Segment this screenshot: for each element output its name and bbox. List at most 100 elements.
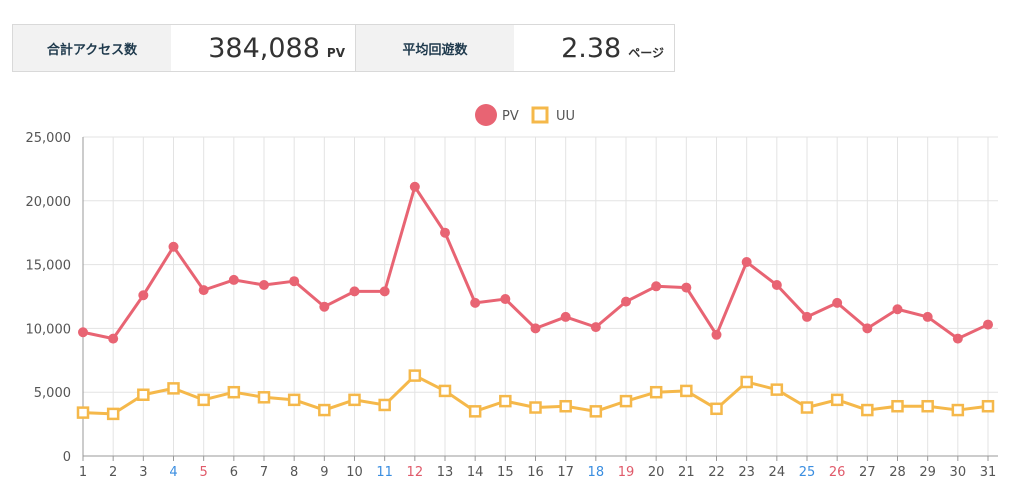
total-access-label: 合計アクセス数 <box>13 25 171 71</box>
legend-uu-label: UU <box>556 109 575 124</box>
data-point-pv <box>922 311 933 322</box>
x-tick-label: 25 <box>799 465 816 480</box>
data-point-pv <box>500 294 511 305</box>
data-point-pv <box>771 280 782 291</box>
data-point-pv <box>138 290 149 301</box>
x-tick-label: 16 <box>527 465 544 480</box>
data-point-pv <box>198 285 209 296</box>
data-point-pv <box>530 323 541 334</box>
legend-pv-marker <box>475 104 497 126</box>
data-point-pv <box>108 333 119 344</box>
data-point-uu <box>891 399 904 413</box>
data-point-uu <box>680 384 693 398</box>
data-point-uu <box>318 403 331 417</box>
x-tick-label: 2 <box>109 465 117 480</box>
x-tick-label: 3 <box>139 465 147 480</box>
x-tick-label: 9 <box>320 465 328 480</box>
data-point-pv <box>862 323 873 334</box>
data-point-pv <box>560 311 571 322</box>
x-tick-label: 6 <box>230 465 238 480</box>
data-point-pv <box>802 311 812 322</box>
data-point-uu <box>287 393 301 407</box>
data-point-uu <box>861 403 874 417</box>
x-tick-label: 15 <box>497 465 514 480</box>
data-point-uu <box>499 394 512 408</box>
x-tick-label: 12 <box>407 465 424 480</box>
data-point-uu <box>76 406 90 419</box>
data-point-pv <box>892 304 903 315</box>
data-point-uu <box>740 375 753 389</box>
data-point-uu <box>589 405 603 418</box>
data-point-uu <box>951 403 965 417</box>
data-point-pv <box>379 286 390 297</box>
y-tick-label: 25,000 <box>26 131 72 146</box>
y-tick-label: 20,000 <box>26 195 72 210</box>
x-tick-label: 5 <box>200 465 208 480</box>
data-point-uu <box>649 385 663 399</box>
data-point-pv <box>349 286 360 297</box>
x-tick-label: 8 <box>290 465 298 480</box>
avg-pages-value-box: 2.38 ページ <box>514 25 674 71</box>
x-tick-label: 11 <box>376 465 393 480</box>
x-tick-label: 18 <box>588 465 605 480</box>
data-point-uu <box>710 402 723 416</box>
data-point-uu <box>348 393 361 407</box>
x-tick-label: 4 <box>169 465 177 480</box>
x-tick-label: 13 <box>437 465 454 480</box>
data-point-uu <box>468 405 482 418</box>
x-tick-label: 23 <box>738 465 755 480</box>
data-point-pv <box>832 297 843 308</box>
x-tick-label: 21 <box>678 465 695 480</box>
x-tick-label: 19 <box>618 465 635 480</box>
stat-divider <box>355 25 356 71</box>
data-point-pv <box>741 257 752 268</box>
data-point-pv <box>983 319 993 330</box>
x-tick-label: 31 <box>980 465 997 480</box>
data-point-uu <box>167 382 180 395</box>
data-point-pv <box>319 301 330 312</box>
data-point-uu <box>529 401 542 414</box>
data-point-uu <box>981 399 995 413</box>
data-point-pv <box>952 333 963 344</box>
x-tick-label: 20 <box>648 465 665 480</box>
data-point-uu <box>770 383 784 396</box>
data-point-uu <box>921 399 934 413</box>
data-point-uu <box>559 399 572 413</box>
avg-pages-label: 平均回遊数 <box>356 25 514 71</box>
data-point-uu <box>378 398 391 412</box>
avg-pages-value: 2.38 <box>561 32 622 64</box>
data-point-pv <box>651 281 662 292</box>
data-point-uu <box>619 394 633 408</box>
summary-stats: 合計アクセス数 384,088 PV 平均回遊数 2.38 ページ <box>12 24 675 72</box>
data-point-uu <box>800 401 814 414</box>
total-access-unit: PV <box>326 45 345 60</box>
y-tick-label: 10,000 <box>26 322 72 337</box>
data-point-pv <box>259 280 269 291</box>
total-access-value: 384,088 <box>208 32 320 64</box>
data-point-pv <box>289 276 300 287</box>
data-point-uu <box>106 407 120 421</box>
x-tick-label: 22 <box>708 465 725 480</box>
avg-pages-unit: ページ <box>628 46 664 60</box>
legend-pv-label: PV <box>502 109 519 124</box>
data-point-pv <box>470 297 481 308</box>
x-tick-label: 7 <box>260 465 268 480</box>
total-access-value-box: 384,088 PV <box>171 25 355 71</box>
x-tick-label: 1 <box>79 465 87 480</box>
x-tick-label: 27 <box>859 465 876 480</box>
x-tick-label: 30 <box>950 465 967 480</box>
x-tick-label: 26 <box>829 465 846 480</box>
data-point-pv <box>168 241 179 252</box>
data-point-pv <box>440 227 450 238</box>
x-tick-label: 17 <box>557 465 574 480</box>
data-point-uu <box>438 384 452 398</box>
x-tick-label: 14 <box>467 465 484 480</box>
y-tick-label: 0 <box>63 450 71 465</box>
data-point-pv <box>621 296 631 307</box>
data-point-pv <box>590 322 601 333</box>
legend-uu-marker <box>531 106 549 124</box>
x-tick-label: 28 <box>889 465 906 480</box>
y-tick-label: 15,000 <box>26 259 72 274</box>
x-tick-label: 24 <box>769 465 786 480</box>
